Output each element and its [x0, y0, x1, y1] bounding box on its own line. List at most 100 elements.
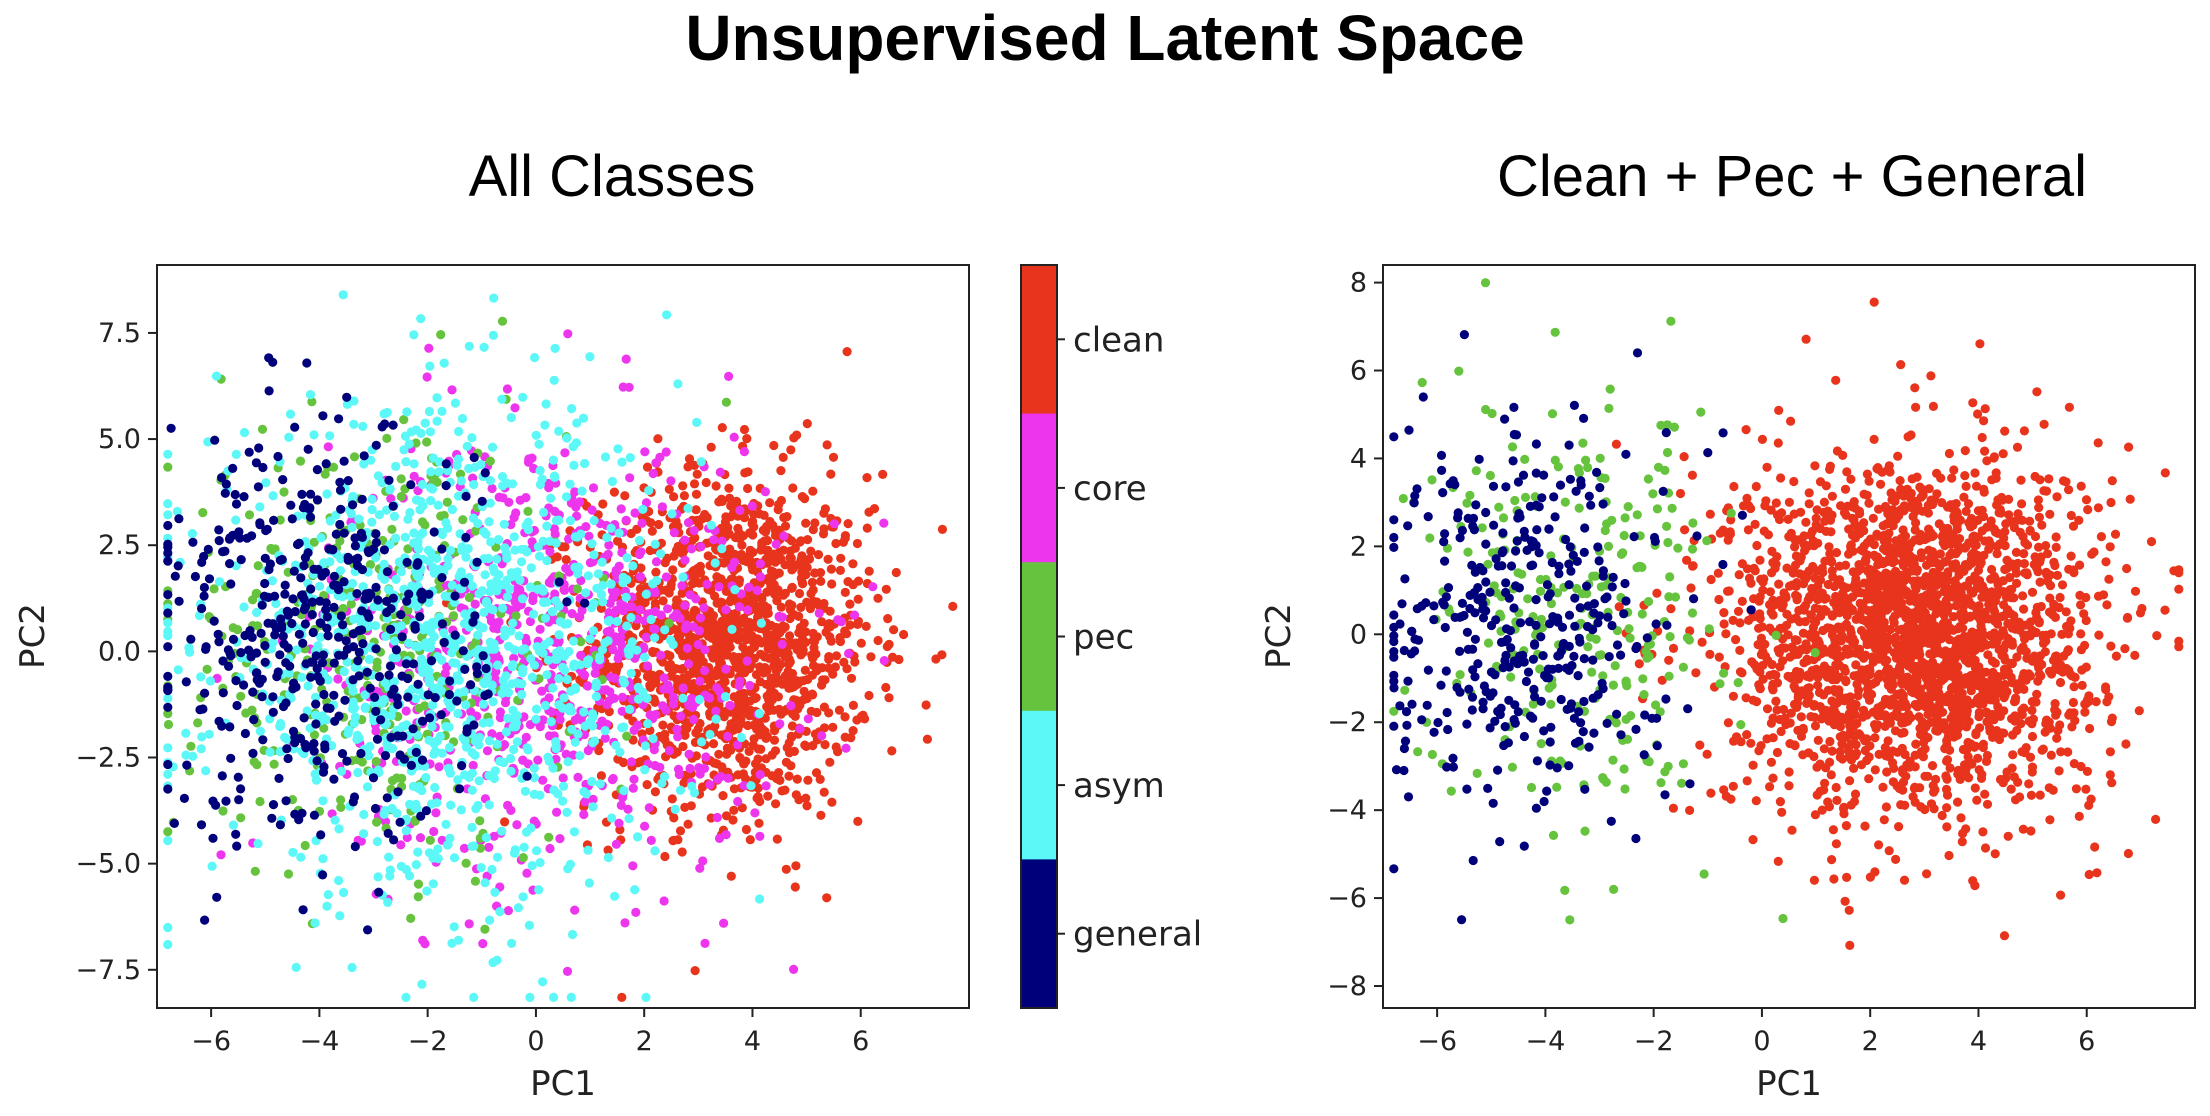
point-clean [653, 434, 663, 444]
point-clean [769, 660, 779, 671]
point-clean [881, 584, 891, 594]
point-clean [726, 871, 736, 881]
point-clean [648, 647, 658, 658]
point-core [701, 752, 711, 762]
point-general [200, 915, 210, 925]
point-pec [382, 433, 392, 443]
point-general [352, 589, 362, 599]
point-clean [678, 741, 688, 752]
point-clean [834, 705, 845, 715]
point-clean [765, 698, 775, 708]
point-asym [441, 819, 451, 830]
point-asym [163, 618, 173, 628]
point-clean [1819, 497, 1829, 507]
point-core [677, 581, 687, 591]
colorbar-segment-asym [1021, 710, 1057, 860]
point-clean [811, 768, 822, 778]
point-core [702, 579, 712, 589]
point-asym [585, 634, 595, 644]
point-clean [825, 757, 835, 767]
point-general [236, 648, 246, 658]
point-asym [470, 462, 480, 472]
point-clean [1970, 783, 1980, 793]
point-general [218, 547, 228, 557]
point-asym [589, 550, 599, 560]
point-asym [621, 592, 631, 602]
point-asym [474, 740, 484, 750]
point-core [533, 755, 543, 765]
point-asym [650, 539, 660, 549]
point-clean [1748, 835, 1758, 845]
point-asym [581, 588, 591, 598]
point-core [495, 713, 505, 723]
point-core [620, 918, 630, 928]
point-asym [457, 413, 468, 424]
point-general [318, 411, 328, 421]
point-clean [2093, 438, 2103, 448]
point-asym [413, 642, 423, 652]
point-asym [538, 977, 548, 987]
point-clean [822, 440, 832, 450]
x-tick-label: 0 [527, 1026, 544, 1057]
point-pec [413, 892, 423, 902]
point-core [666, 476, 676, 486]
point-clean [672, 674, 682, 684]
point-clean [770, 746, 781, 756]
point-asym [510, 845, 520, 855]
point-clean [791, 861, 801, 871]
point-general [339, 456, 349, 466]
point-general [329, 690, 339, 700]
point-clean [1664, 655, 1674, 665]
point-asym [385, 871, 395, 881]
point-general [268, 357, 278, 367]
point-general [364, 612, 374, 623]
point-general [436, 710, 446, 720]
colorbar-label-pec: pec [1073, 618, 1134, 658]
point-general [379, 545, 389, 555]
point-asym [547, 607, 558, 617]
point-asym [385, 484, 395, 494]
point-asym [530, 353, 540, 363]
point-clean [1841, 821, 1851, 831]
point-clean [2026, 790, 2036, 800]
point-asym [239, 602, 249, 612]
point-clean [860, 714, 870, 724]
point-clean [826, 564, 837, 574]
point-asym [422, 886, 432, 896]
point-general [337, 749, 348, 759]
point-asym [546, 717, 556, 727]
point-general [199, 582, 209, 593]
point-general [290, 809, 300, 819]
point-clean [759, 601, 769, 611]
point-core [661, 705, 671, 716]
point-clean [740, 468, 750, 478]
point-general [359, 451, 369, 461]
point-general [221, 479, 231, 489]
point-general [353, 656, 363, 666]
point-general [472, 557, 482, 567]
point-asym [652, 576, 662, 586]
point-asym [407, 581, 417, 591]
point-asym [347, 962, 357, 973]
point-core [494, 617, 504, 627]
point-general [214, 536, 224, 546]
point-core [584, 531, 594, 541]
point-core [562, 966, 573, 977]
point-general [374, 672, 384, 682]
point-clean [766, 566, 777, 576]
point-asym [480, 878, 490, 888]
point-asym [572, 418, 582, 428]
point-clean [691, 505, 701, 515]
point-clean [819, 787, 829, 797]
point-clean [658, 596, 668, 606]
point-asym [163, 743, 173, 753]
point-clean [737, 695, 747, 705]
point-clean [649, 694, 659, 704]
point-clean [688, 567, 698, 577]
point-general [335, 519, 345, 530]
point-clean [797, 567, 807, 577]
point-core [639, 644, 649, 654]
point-general [371, 706, 381, 717]
point-general [163, 759, 173, 770]
point-asym [211, 371, 222, 381]
